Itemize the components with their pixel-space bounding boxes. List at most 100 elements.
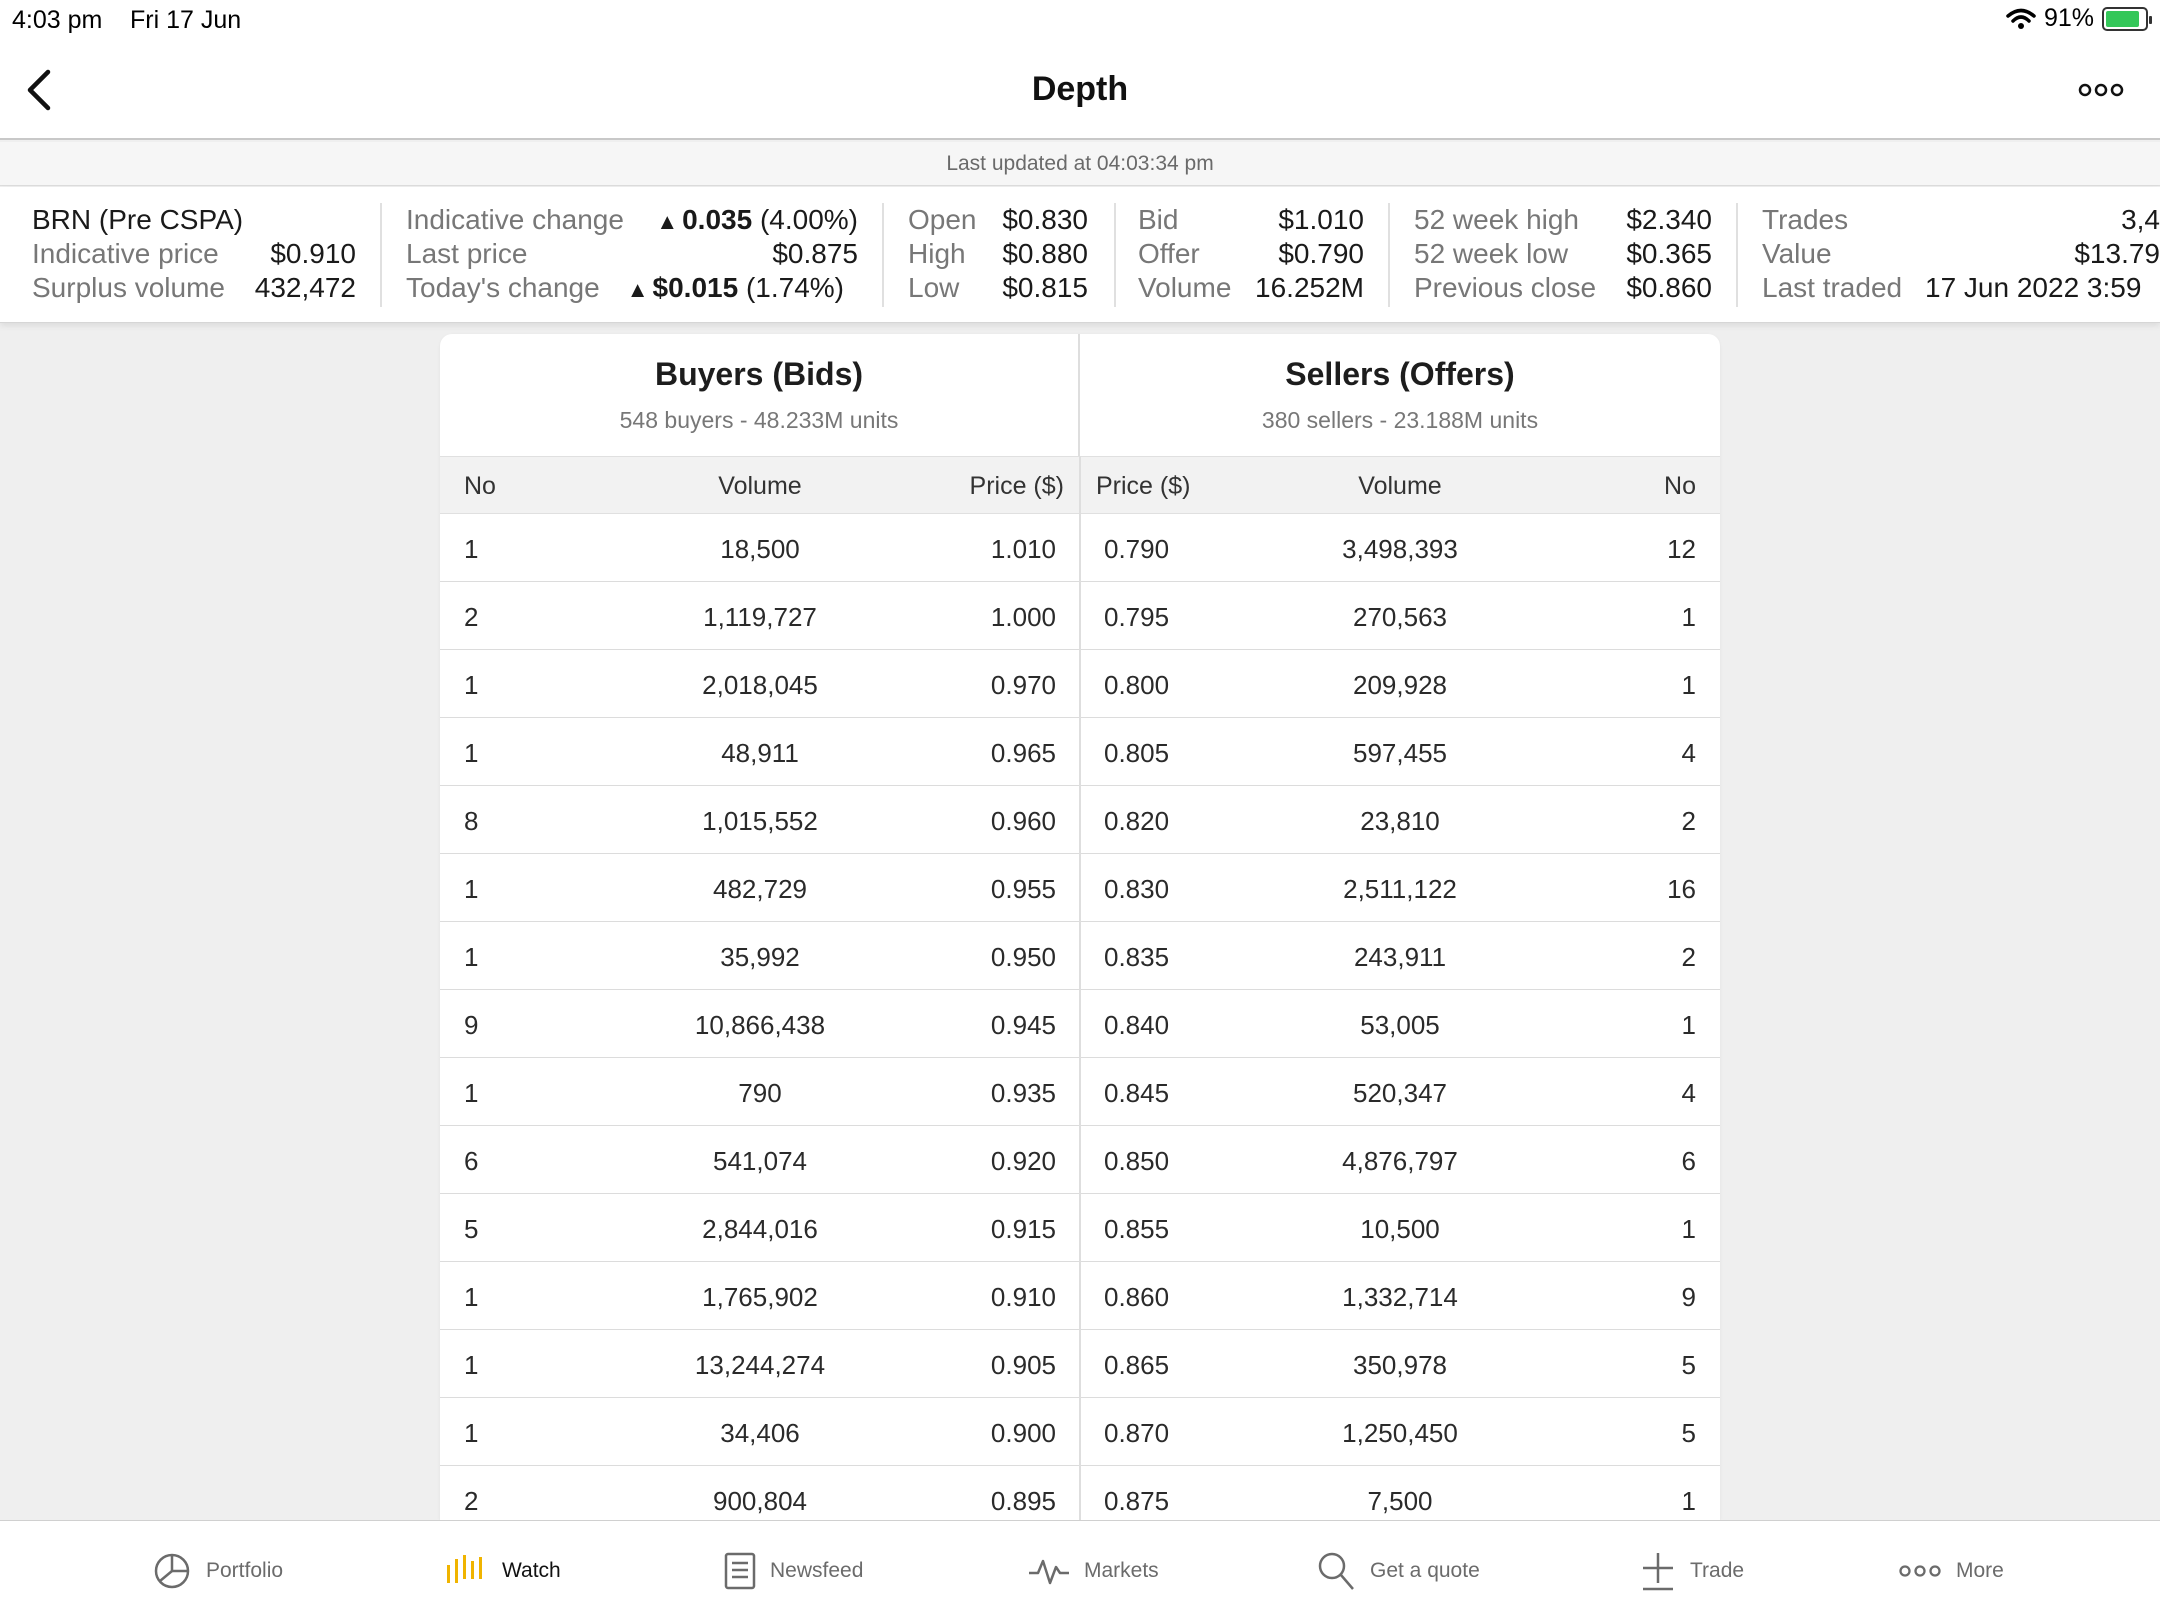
summary-divider <box>380 203 382 307</box>
surplus-volume-value: 432,472 <box>254 272 356 303</box>
seller-price-cell: 0.800 <box>1104 670 1170 700</box>
buyer-volume-cell: 790 <box>738 1078 782 1108</box>
seller-count-cell: 1 <box>1681 670 1696 700</box>
buyer-count-cell: 1 <box>464 1350 479 1380</box>
summary-col-range: Open $0.830 High $0.880 Low $0.815 <box>908 203 1088 307</box>
seller-volume-cell: 4,876,797 <box>1342 1146 1458 1176</box>
status-right: 91% <box>2006 4 2152 33</box>
back-chevron-icon[interactable] <box>18 66 62 114</box>
tab-portfolio[interactable]: Portfolio <box>152 1549 283 1593</box>
buyer-price-cell: 1.000 <box>990 602 1056 632</box>
buyer-volume-cell: 541,074 <box>713 1146 807 1176</box>
tab-newsfeed[interactable]: Newsfeed <box>724 1549 863 1593</box>
col-header-buyer-price: Price ($) <box>969 472 1064 500</box>
seller-volume-cell: 597,455 <box>1353 738 1447 768</box>
buyer-count-cell: 1 <box>464 670 479 700</box>
seller-volume-cell: 243,911 <box>1353 942 1447 972</box>
document-icon <box>724 1552 756 1590</box>
tab-markets[interactable]: Markets <box>1028 1549 1159 1593</box>
watch-bars-icon <box>447 1555 482 1583</box>
open-label: Open <box>908 204 977 235</box>
buyer-price-cell: 0.905 <box>990 1350 1056 1380</box>
seller-price-cell: 0.795 <box>1104 602 1170 632</box>
pulse-icon <box>1029 1559 1069 1585</box>
summary-col-change: Indicative change ▲ 0.035 (4.00%) Last pr… <box>406 203 858 307</box>
last-traded-value: 17 Jun 2022 3:59 <box>1925 272 2142 303</box>
seller-count-cell: 5 <box>1681 1350 1696 1380</box>
buyer-count-cell: 1 <box>464 1282 479 1312</box>
depth-row[interactable]: 9 10,866,438 0.945 0.840 53,005 1 <box>440 990 1720 1058</box>
indicative-price-value: $0.910 <box>270 238 356 269</box>
todays-change-label: Today's change <box>406 272 600 303</box>
indicative-change-value: ▲ 0.035 (4.00%) <box>656 204 858 235</box>
buyer-volume-cell: 18,500 <box>720 534 800 564</box>
buyer-price-cell: 0.945 <box>990 1010 1056 1040</box>
depth-table: Buyers (Bids) 548 buyers - 48.233M units… <box>440 334 1720 1520</box>
buyer-count-cell: 2 <box>464 602 479 632</box>
buyer-volume-cell: 48,911 <box>721 738 799 768</box>
battery-icon <box>2102 6 2152 31</box>
buyer-price-cell: 0.915 <box>990 1214 1056 1244</box>
seller-count-cell: 1 <box>1681 1214 1696 1244</box>
buyer-price-cell: 0.965 <box>990 738 1056 768</box>
seller-count-cell: 1 <box>1681 1486 1696 1516</box>
status-bar: 4:03 pm Fri 17 Jun 91% <box>0 0 2160 40</box>
status-date: Fri 17 Jun <box>130 6 242 34</box>
tab-watch[interactable]: Watch <box>446 1549 561 1593</box>
buyer-count-cell: 1 <box>464 1418 479 1448</box>
wifi-icon <box>2006 8 2036 29</box>
depth-row[interactable]: 2 900,804 0.895 0.875 7,500 1 <box>440 1466 1720 1520</box>
seller-count-cell: 5 <box>1681 1418 1696 1448</box>
seller-price-cell: 0.820 <box>1104 806 1170 836</box>
seller-count-cell: 1 <box>1681 1010 1696 1040</box>
seller-price-cell: 0.805 <box>1104 738 1170 768</box>
depth-row[interactable]: 1 482,729 0.955 0.830 2,511,122 16 <box>440 854 1720 922</box>
buyer-count-cell: 1 <box>464 874 479 904</box>
buyer-volume-cell: 2,844,016 <box>702 1214 818 1244</box>
seller-volume-cell: 1,332,714 <box>1342 1282 1458 1312</box>
seller-price-cell: 0.845 <box>1104 1078 1170 1108</box>
week-low-value: $0.365 <box>1626 238 1712 269</box>
seller-price-cell: 0.865 <box>1104 1350 1170 1380</box>
summary-divider <box>1388 203 1390 307</box>
tab-trade[interactable]: Trade <box>1640 1549 1744 1593</box>
tab-more[interactable]: More <box>1898 1549 2004 1593</box>
buyer-price-cell: 0.950 <box>990 942 1056 972</box>
more-options-icon[interactable] <box>2078 80 2124 100</box>
summary-divider <box>1114 203 1116 307</box>
buyer-count-cell: 1 <box>464 738 479 768</box>
buyer-volume-cell: 2,018,045 <box>702 670 818 700</box>
open-value: $0.830 <box>1002 204 1088 235</box>
week-high-label: 52 week high <box>1414 204 1580 235</box>
volume-value: 16.252M <box>1255 272 1364 303</box>
buyer-volume-cell: 35,992 <box>720 942 800 972</box>
tab-get-a-quote[interactable]: Get a quote <box>1316 1549 1480 1593</box>
battery-percent: 91% <box>2043 4 2094 32</box>
seller-price-cell: 0.855 <box>1104 1214 1170 1244</box>
buyer-price-cell: 0.900 <box>990 1418 1056 1448</box>
seller-price-cell: 0.790 <box>1104 534 1170 564</box>
buyer-volume-cell: 1,765,902 <box>702 1282 818 1312</box>
low-value: $0.815 <box>1002 272 1088 303</box>
sellers-header: Sellers (Offers) 380 sellers - 23.188M u… <box>1080 334 1720 456</box>
depth-row[interactable]: 1 1,765,902 0.910 0.860 1,332,714 9 <box>440 1262 1720 1330</box>
high-value: $0.880 <box>1002 238 1088 269</box>
volume-label: Volume <box>1138 272 1232 303</box>
sellers-title: Sellers (Offers) <box>1285 356 1515 392</box>
summary-col-trades: Trades 3,4 Value $13.79 Last traded 17 Jun … <box>1762 203 2160 307</box>
up-triangle-icon: ▲ <box>626 277 649 302</box>
buyer-volume-cell: 34,406 <box>720 1418 800 1448</box>
offer-value: $0.790 <box>1278 238 1364 269</box>
buyer-count-cell: 1 <box>464 1078 479 1108</box>
buyer-volume-cell: 1,015,552 <box>702 806 818 836</box>
week-high-value: $2.340 <box>1626 204 1712 235</box>
seller-price-cell: 0.835 <box>1104 942 1170 972</box>
buyer-volume-cell: 482,729 <box>713 874 807 904</box>
value-value: $13.79 <box>2074 238 2160 269</box>
bid-value: $1.010 <box>1278 204 1364 235</box>
low-label: Low <box>908 272 960 303</box>
seller-price-cell: 0.875 <box>1104 1486 1170 1516</box>
buyers-subtitle: 548 buyers - 48.233M units <box>619 407 899 433</box>
seller-price-cell: 0.850 <box>1104 1146 1170 1176</box>
buyer-price-cell: 1.010 <box>990 534 1056 564</box>
